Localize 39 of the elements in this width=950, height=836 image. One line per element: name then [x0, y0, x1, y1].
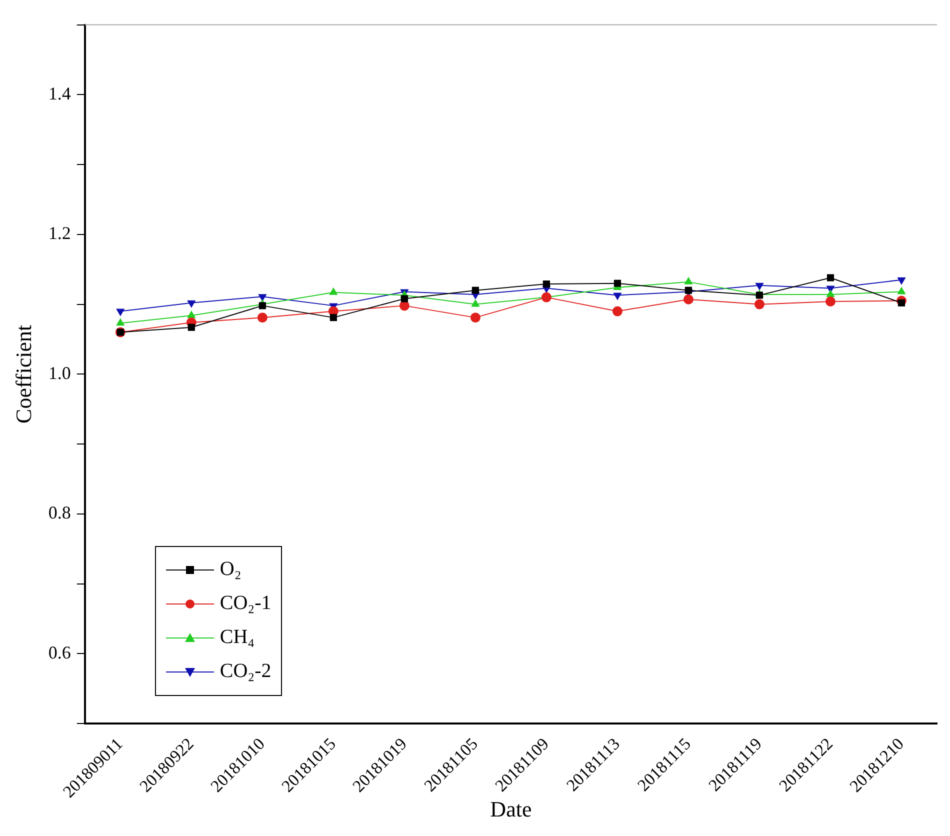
y-axis-title: Coefficient	[10, 324, 36, 424]
point	[614, 280, 621, 287]
point	[187, 310, 196, 318]
x-axis-title: Date	[490, 796, 532, 822]
point	[471, 299, 480, 307]
y-tick-label: 0.6	[48, 642, 71, 662]
y-tick-label: 1.2	[48, 223, 71, 244]
point	[825, 296, 836, 306]
point	[470, 312, 480, 323]
point	[258, 302, 266, 310]
legend-label: O₂	[220, 558, 242, 582]
y-tick-label: 0.8	[48, 502, 71, 523]
point	[684, 286, 692, 294]
legend-label: CH₄	[220, 626, 255, 650]
point	[472, 286, 479, 294]
point	[613, 292, 622, 300]
point	[826, 290, 835, 298]
point	[188, 324, 195, 331]
point	[755, 282, 764, 290]
point	[257, 312, 268, 323]
point	[754, 299, 764, 310]
point	[898, 299, 906, 306]
point	[116, 318, 125, 326]
point	[400, 295, 408, 302]
point	[187, 300, 196, 308]
point	[826, 274, 834, 282]
point	[399, 300, 410, 311]
legend-label: CO₂-1	[220, 592, 272, 616]
point	[541, 292, 552, 302]
point	[683, 294, 694, 304]
point	[330, 314, 337, 322]
legend-label: CO₂-2	[220, 660, 272, 684]
point	[897, 286, 906, 294]
point	[897, 277, 906, 285]
y-tick-label: 1.0	[48, 362, 71, 383]
y-tick-label: 1.4	[48, 83, 71, 104]
point	[612, 306, 622, 316]
point	[542, 280, 550, 288]
point	[116, 308, 125, 316]
